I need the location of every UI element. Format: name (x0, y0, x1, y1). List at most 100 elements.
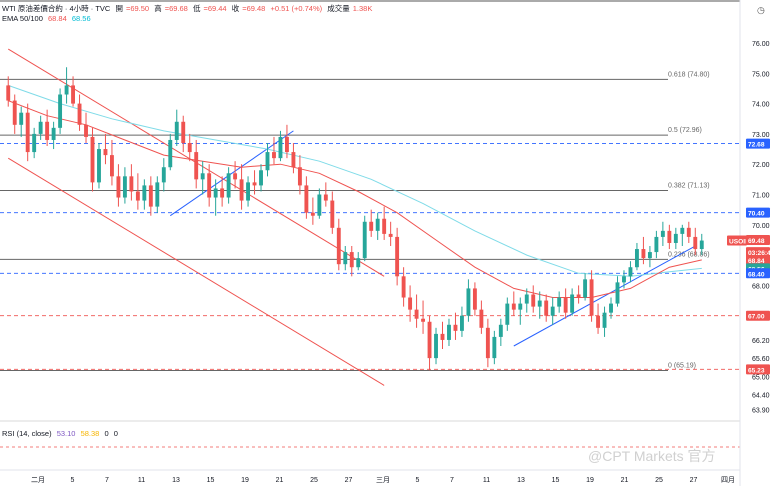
candle-body (356, 258, 361, 268)
y-tick-label: 73.00 (752, 132, 770, 139)
candle-body (200, 173, 205, 180)
candle-body (343, 252, 348, 265)
y-tick-label: 75.00 (752, 71, 770, 78)
low-value: =69.44 (203, 4, 227, 13)
x-tick-label: 15 (207, 477, 215, 484)
watermark: @CPT Markets 官方 (588, 448, 716, 464)
channel-lower-line (7, 157, 385, 386)
candle-body (51, 127, 56, 140)
candle-body (453, 324, 458, 331)
candle-body (686, 227, 691, 237)
candle-body (297, 167, 302, 186)
candle-body (71, 85, 75, 104)
price-label-text: USOIL (729, 239, 749, 246)
candle-body (699, 240, 704, 250)
price-label-box (746, 268, 770, 279)
candle-body (330, 200, 335, 228)
price-label-box (746, 247, 770, 258)
x-tick-label: 27 (345, 477, 353, 484)
candle-body (103, 149, 108, 156)
price-label-box (746, 310, 770, 321)
candle-body (492, 336, 497, 359)
candle-body (673, 233, 678, 243)
candle-body (641, 249, 646, 259)
candle-body (155, 182, 160, 207)
price-label-box (746, 138, 770, 149)
candle-body (110, 155, 114, 177)
candle-body (544, 300, 549, 316)
price-label-box (746, 207, 770, 218)
open-label: 開 (115, 4, 123, 13)
price-label-text: 70.40 (748, 211, 765, 218)
rsi-label: RSI (14, close) (2, 429, 52, 438)
candle-body (498, 324, 503, 337)
y-tick-label: 64.40 (752, 392, 770, 399)
candle-body (220, 188, 225, 198)
close-value: =69.48 (242, 4, 266, 13)
fib-label: 0.236 (68.86) (668, 251, 710, 258)
fib-label: 0.382 (71.13) (668, 183, 710, 190)
rsi-value-4: 0 (113, 429, 118, 438)
candle-body (434, 333, 438, 359)
trend-line (513, 245, 696, 347)
ema-legend[interactable]: EMA 50/100 68.84 68.56 (2, 14, 94, 23)
candle-body (25, 112, 30, 153)
symbol-title[interactable]: WTI 原油差價合約 · 4小時 · TVC (2, 4, 111, 13)
x-tick-label: 7 (105, 477, 109, 484)
rsi-legend[interactable]: RSI (14, close) 53.10 58.38 0 0 (2, 429, 121, 438)
candle-body (278, 136, 283, 159)
ema100-line (8, 84, 702, 277)
candle-body (369, 221, 374, 231)
price-label-text: 69.48 (748, 238, 765, 245)
candle-body (187, 142, 192, 153)
candle-body (6, 85, 11, 101)
candle-body (382, 218, 387, 234)
candle-body (349, 252, 354, 268)
x-tick-label: 三月 (376, 476, 390, 484)
candle-body (680, 227, 685, 234)
candle-body (628, 267, 633, 277)
candle-body (401, 276, 406, 298)
x-tick-label: 27 (690, 477, 698, 484)
price-label-box (746, 235, 770, 246)
x-tick-label: 25 (655, 477, 663, 484)
rsi-value-3: 0 (104, 429, 109, 438)
candle-body (97, 149, 101, 183)
chart-header: WTI 原油差價合約 · 4小時 · TVC 開 =69.50 高 =69.68 低… (2, 3, 375, 14)
candle-body (32, 133, 37, 153)
candle-body (615, 282, 620, 304)
candle-body (142, 185, 147, 201)
candle-body (285, 136, 289, 153)
candle-body (654, 236, 659, 253)
x-tick-label: 13 (172, 477, 180, 484)
fib-label: 0 (65.19) (668, 363, 696, 370)
ema50-value: 68.84 (47, 14, 67, 23)
candle-body (557, 297, 562, 307)
candle-body (563, 297, 568, 313)
candle-body (148, 185, 153, 207)
candle-body (116, 176, 121, 198)
x-tick-label: 7 (450, 477, 454, 484)
price-label-text: 67.00 (748, 314, 765, 321)
price-label-box (746, 254, 770, 265)
clock-icon[interactable]: ◷ (757, 5, 765, 15)
candle-body (550, 306, 555, 316)
candle-body (38, 121, 43, 134)
candle-body (570, 294, 575, 313)
x-tick-label: 13 (517, 477, 525, 484)
candle-body (466, 288, 471, 316)
price-label-box (746, 364, 770, 375)
candle-body (362, 221, 367, 259)
y-tick-label: 74.00 (752, 102, 770, 109)
candle-body (485, 327, 490, 359)
y-tick-label: 68.00 (752, 283, 770, 290)
candle-body (207, 173, 212, 198)
candle-body (90, 136, 95, 183)
candle-body (583, 279, 588, 298)
candle-body (161, 167, 166, 183)
x-tick-label: 四月 (721, 476, 735, 484)
x-tick-label: 11 (138, 477, 145, 484)
candle-body (375, 218, 380, 231)
candle-body (447, 324, 451, 340)
